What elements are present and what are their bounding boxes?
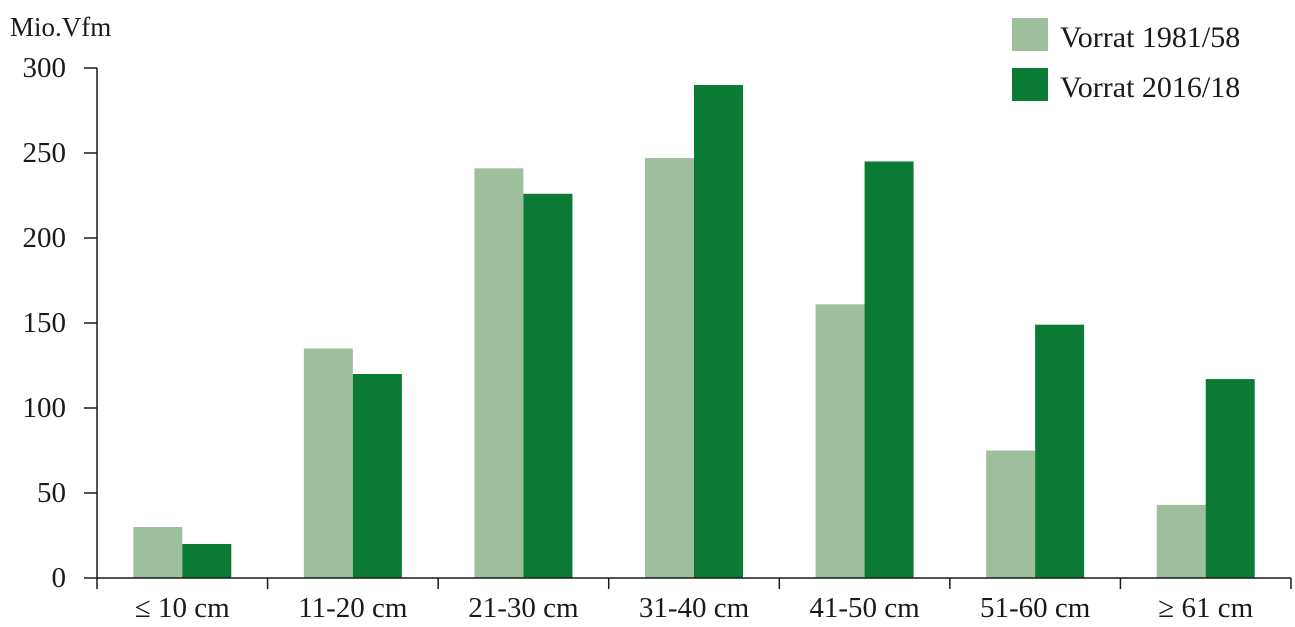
bar-2016-5 (864, 161, 914, 578)
bar-1981-5 (815, 304, 865, 578)
x-axis: ≤ 10 cm 11-20 cm 21-30 cm 31-40 cm 41-50 cm 5… (96, 577, 1292, 624)
bar-1981-4 (645, 158, 694, 578)
legend-label-2016: Vorrat 2016/18 (1060, 71, 1240, 104)
y-tick-label: 100 (23, 392, 67, 424)
bars (133, 85, 1255, 579)
bar-1981-7 (1156, 504, 1206, 578)
legend: Vorrat 1981/58 Vorrat 2016/18 (1012, 18, 1240, 104)
y-axis-ticks: 0 50 100 150 200 250 300 (23, 52, 97, 594)
bar-2016-4 (694, 85, 743, 578)
bar-2016-7 (1205, 379, 1255, 578)
bar-1981-1 (133, 527, 183, 578)
y-tick-label: 200 (23, 222, 67, 254)
bar-1981-6 (986, 450, 1036, 578)
y-tick-label: 0 (52, 562, 67, 594)
x-category-label: 21-30 cm (468, 592, 579, 624)
bar-2016-1 (182, 544, 232, 578)
y-tick-label: 250 (23, 137, 67, 169)
bar-2016-2 (352, 374, 402, 578)
x-category-label: 41-50 cm (809, 592, 920, 624)
y-axis-unit-label: Mio.Vfm (10, 12, 111, 42)
legend-swatch-1981 (1012, 18, 1048, 51)
x-category-label: ≥ 61 cm (1158, 592, 1253, 624)
y-tick-label: 150 (23, 307, 67, 339)
x-category-label: 11-20 cm (298, 592, 408, 624)
x-category-label: 51-60 cm (980, 592, 1091, 624)
y-tick-label: 300 (23, 52, 67, 84)
legend-label-1981: Vorrat 1981/58 (1060, 21, 1240, 54)
x-category-label: 31-40 cm (639, 592, 750, 624)
x-category-label: ≤ 10 cm (135, 592, 230, 624)
y-tick-label: 50 (37, 477, 66, 509)
legend-swatch-2016 (1012, 68, 1048, 101)
bar-2016-6 (1035, 324, 1085, 578)
bar-2016-3 (523, 193, 573, 579)
bar-1981-2 (303, 348, 353, 578)
bar-1981-3 (474, 168, 524, 579)
